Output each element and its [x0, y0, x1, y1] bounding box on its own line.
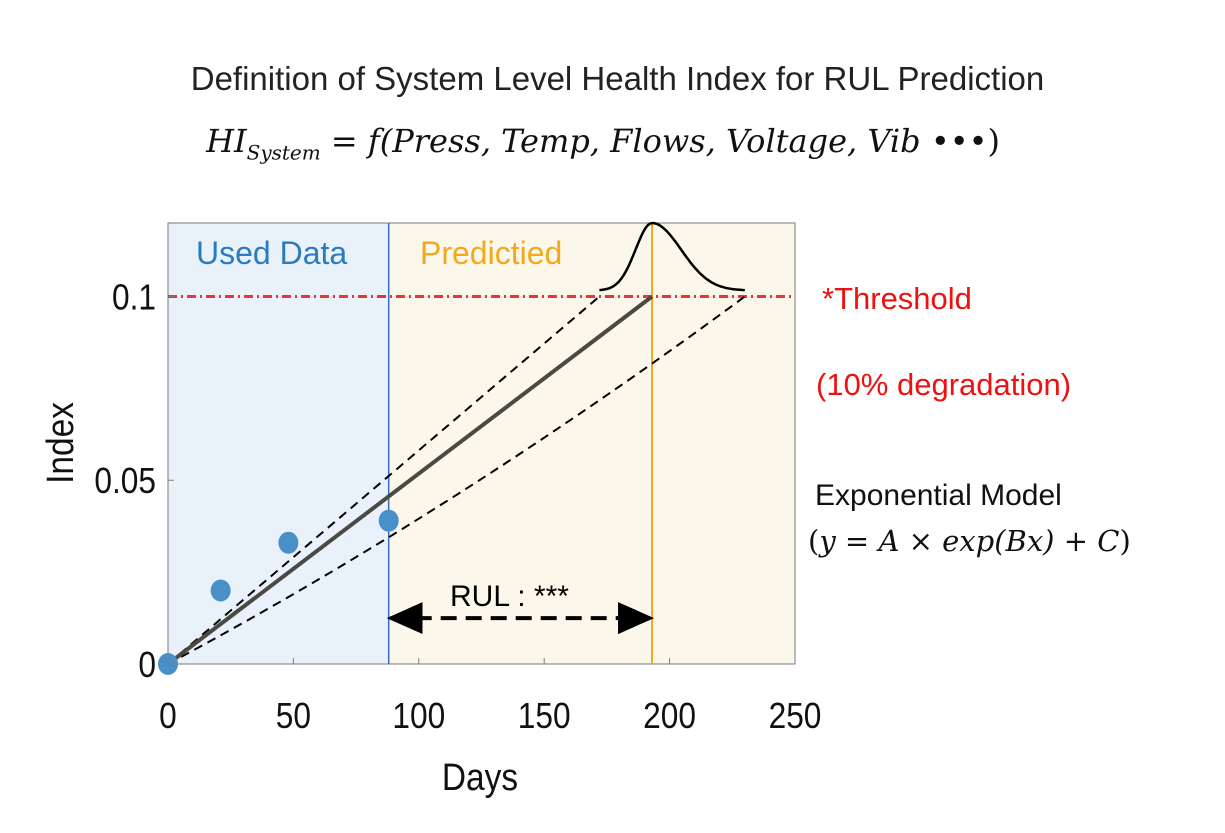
- y-tick-label: 0.05: [94, 461, 156, 501]
- region-label-1: Used Data: [196, 235, 347, 271]
- region-background-1: [168, 223, 389, 664]
- health-index-formula: HISystem = f(Press, Temp, Flows, Voltage…: [0, 122, 1206, 164]
- x-tick-label: 250: [769, 696, 822, 736]
- model-equation-body: y = A × exp(Bx) + C: [819, 524, 1120, 558]
- x-tick-label: 150: [518, 696, 571, 736]
- model-equation: (y = A × exp(Bx) + C): [808, 524, 1131, 558]
- x-tick-label: 200: [643, 696, 696, 736]
- rul-distribution-curve: [599, 221, 745, 292]
- page-title: Definition of System Level Health Index …: [190, 60, 1045, 97]
- fitted-trend-line: [166, 294, 654, 666]
- formula-lhs-subscript: System: [246, 140, 321, 165]
- data-point-4: [378, 509, 399, 532]
- confidence-bound-1: [167, 295, 601, 665]
- formula-lhs: HI: [206, 122, 247, 160]
- rul-label: RUL : ***: [450, 580, 569, 613]
- confidence-bound-2: [167, 295, 746, 665]
- model-open-paren: (: [808, 524, 820, 558]
- y-tick-label: 0.1: [112, 278, 156, 318]
- plot-frame: [167, 222, 796, 665]
- x-tick-label: 0: [159, 696, 177, 736]
- formula-close: ): [987, 122, 1000, 160]
- formula-dots: •••: [930, 122, 988, 160]
- data-point-2: [210, 579, 231, 602]
- model-name-label: Exponential Model: [815, 479, 1062, 512]
- threshold-label: *Threshold: [822, 281, 972, 316]
- y-axis-label: Index: [39, 402, 81, 484]
- data-point-3: [278, 531, 299, 554]
- y-tick-label: 0: [138, 645, 156, 685]
- region-label-2: Predictied: [420, 235, 562, 271]
- formula-rhs: = f(Press, Temp, Flows, Voltage, Vib: [320, 122, 931, 160]
- x-tick-label: 100: [392, 696, 445, 736]
- degradation-label: (10% degradation): [816, 367, 1072, 402]
- x-tick-label: 50: [276, 696, 311, 736]
- model-close-paren: ): [1119, 524, 1131, 558]
- x-axis-label: Days: [442, 756, 518, 798]
